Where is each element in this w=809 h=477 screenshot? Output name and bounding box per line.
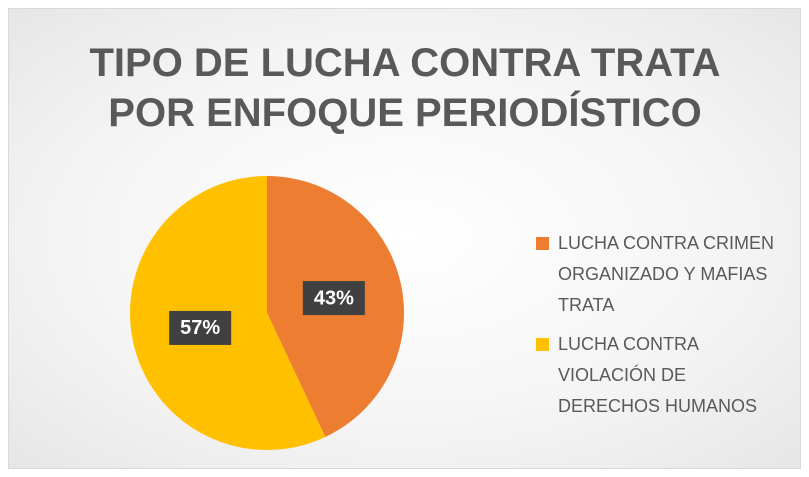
data-label: 43%: [314, 287, 354, 309]
legend-item: LUCHA CONTRA VIOLACIÓN DE DERECHOS HUMAN…: [536, 329, 786, 422]
data-label-box: [302, 281, 365, 316]
legend-swatch: [536, 237, 549, 250]
legend-label: LUCHA CONTRA VIOLACIÓN DE DERECHOS HUMAN…: [558, 334, 758, 416]
data-label: 57%: [180, 317, 220, 339]
legend-label: LUCHA CONTRA CRIMEN ORGANIZADO Y MAFIAS …: [558, 233, 775, 315]
chart-area: [8, 8, 801, 469]
legend: LUCHA CONTRA CRIMEN ORGANIZADO Y MAFIAS …: [536, 228, 786, 430]
legend-item: LUCHA CONTRA CRIMEN ORGANIZADO Y MAFIAS …: [536, 228, 786, 321]
legend-swatch: [536, 338, 549, 351]
data-label-box: [169, 310, 232, 345]
chart-title: TIPO DE LUCHA CONTRA TRATA POR ENFOQUE P…: [89, 41, 721, 135]
